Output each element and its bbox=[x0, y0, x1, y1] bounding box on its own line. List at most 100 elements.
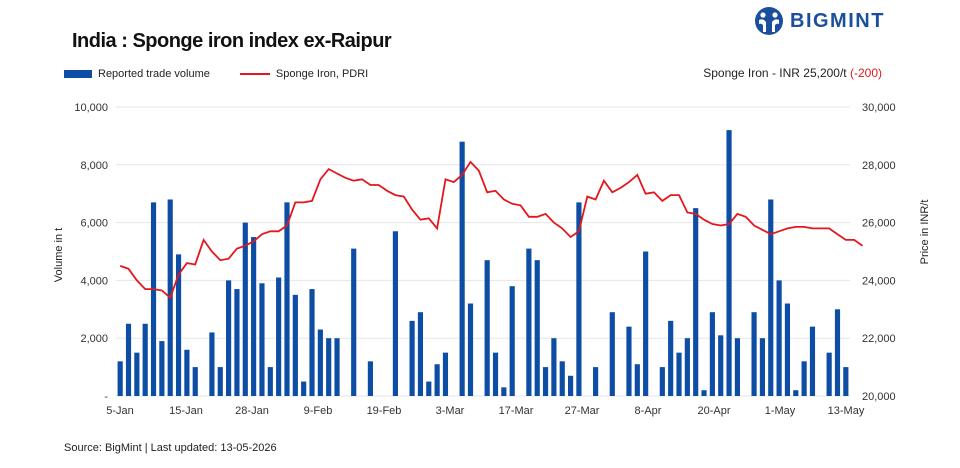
volume-bar bbox=[434, 364, 440, 396]
x-axis-ticks: 5-Jan 15-Jan 28-Jan 9-Feb 19-Feb 3-Mar 17-Mar 2… bbox=[106, 405, 865, 417]
y-axis-left-label: Volume in t bbox=[53, 228, 65, 282]
legend-label-price: Sponge Iron, PDRI bbox=[275, 68, 369, 80]
x-tick-label: 13-May bbox=[828, 405, 865, 417]
volume-bar bbox=[693, 208, 699, 396]
price-note-text: Sponge Iron - INR 25,200/t bbox=[703, 66, 850, 80]
x-tick-label: 15-Jan bbox=[169, 405, 203, 417]
volume-bar bbox=[751, 312, 757, 396]
price-line bbox=[119, 160, 864, 300]
y-right-tick-label: 28,000 bbox=[862, 160, 896, 172]
volume-bar bbox=[776, 280, 782, 396]
volume-bar bbox=[784, 303, 791, 396]
volume-bar bbox=[159, 341, 165, 396]
volume-bar bbox=[301, 381, 307, 396]
volume-bar bbox=[484, 260, 490, 396]
volume-bar bbox=[117, 361, 123, 396]
volume-bar bbox=[251, 237, 257, 396]
volume-bar bbox=[326, 338, 332, 396]
volume-bar bbox=[292, 294, 298, 396]
volume-bar bbox=[542, 367, 549, 396]
legend-item-price: Sponge Iron, PDRI bbox=[239, 68, 369, 80]
legend-swatch-volume bbox=[64, 70, 92, 78]
volume-bar bbox=[226, 280, 232, 396]
volume-bar bbox=[309, 289, 315, 396]
volume-bar bbox=[442, 352, 449, 396]
legend-swatch-price bbox=[239, 73, 270, 75]
volume-bars bbox=[117, 130, 849, 396]
volume-bar bbox=[426, 381, 432, 396]
volume-bar bbox=[417, 312, 424, 396]
volume-bar bbox=[334, 338, 340, 396]
y-axis-left-ticks: - 2,000 4,000 6,000 8,000 10,000 bbox=[74, 102, 108, 403]
volume-bar bbox=[726, 130, 732, 396]
y-axis-right-ticks: 20,000 22,000 24,000 26,000 28,000 30,000 bbox=[862, 102, 896, 403]
volume-bar bbox=[576, 202, 582, 396]
volume-bar bbox=[793, 390, 799, 396]
volume-bar bbox=[284, 202, 290, 396]
volume-bar bbox=[501, 387, 507, 396]
volume-bar bbox=[709, 312, 715, 396]
x-tick-label: 27-Mar bbox=[565, 405, 600, 417]
y-right-tick-label: 26,000 bbox=[862, 218, 896, 230]
volume-bar bbox=[668, 320, 674, 396]
volume-bar bbox=[593, 367, 599, 396]
volume-bar bbox=[643, 251, 649, 396]
volume-bar bbox=[659, 367, 665, 396]
volume-bar bbox=[626, 326, 632, 396]
y-left-tick-label: 2,000 bbox=[80, 333, 108, 345]
volume-bar bbox=[317, 329, 323, 396]
chart-plot: - 2,000 4,000 6,000 8,000 10,000 20,000 22,000… bbox=[53, 102, 931, 417]
y-right-tick-label: 30,000 bbox=[862, 102, 896, 114]
volume-bar bbox=[809, 326, 816, 396]
x-tick-label: 19-Feb bbox=[367, 405, 402, 417]
volume-bar bbox=[409, 320, 415, 396]
volume-bar bbox=[142, 323, 148, 396]
y-right-tick-label: 20,000 bbox=[862, 391, 896, 403]
volume-bar bbox=[492, 352, 499, 396]
volume-bar bbox=[125, 323, 132, 396]
y-left-tick-label: - bbox=[104, 391, 108, 403]
volume-bar bbox=[559, 361, 565, 396]
volume-bar bbox=[267, 367, 273, 396]
volume-bar bbox=[609, 312, 615, 396]
volume-bar bbox=[834, 309, 841, 396]
volume-bar bbox=[676, 352, 682, 396]
volume-bar bbox=[509, 286, 515, 396]
source-note: Source: BigMint | Last updated: 13-05-20… bbox=[64, 442, 277, 454]
chart-legend: Reported trade volume Sponge Iron, PDRI bbox=[64, 68, 398, 80]
legend-label-volume: Reported trade volume bbox=[98, 68, 210, 80]
volume-bar bbox=[551, 338, 557, 396]
volume-bar bbox=[459, 141, 465, 396]
price-change: (-200) bbox=[849, 66, 882, 80]
x-tick-label: 28-Jan bbox=[235, 405, 269, 417]
bigmint-logo-icon bbox=[755, 7, 783, 35]
y-right-tick-label: 24,000 bbox=[862, 275, 896, 287]
volume-bar bbox=[843, 367, 849, 396]
volume-bar bbox=[276, 277, 282, 396]
volume-bar bbox=[534, 260, 540, 396]
chart-title: India : Sponge iron index ex-Raipur bbox=[72, 30, 392, 52]
x-tick-label: 5-Jan bbox=[106, 405, 134, 417]
volume-bar bbox=[768, 199, 774, 396]
volume-bar bbox=[367, 361, 373, 396]
volume-bar bbox=[175, 254, 182, 396]
x-tick-label: 9-Feb bbox=[304, 405, 333, 417]
x-tick-label: 1-May bbox=[765, 405, 796, 417]
x-tick-label: 8-Apr bbox=[635, 405, 662, 417]
brand-name: BIGMINT bbox=[790, 9, 885, 32]
legend-item-volume: Reported trade volume bbox=[64, 68, 210, 80]
price-note: Sponge Iron - INR 25,200/t (-200) bbox=[703, 66, 882, 80]
volume-bar bbox=[567, 375, 574, 396]
y-left-tick-label: 6,000 bbox=[80, 218, 108, 230]
volume-bar bbox=[826, 352, 832, 396]
volume-bar bbox=[242, 222, 248, 396]
brand-logo: BIGMINT bbox=[754, 6, 885, 36]
volume-bar bbox=[467, 303, 474, 396]
volume-bar bbox=[392, 231, 399, 396]
y-left-tick-label: 8,000 bbox=[80, 160, 108, 172]
y-right-tick-label: 22,000 bbox=[862, 333, 896, 345]
volume-bar bbox=[209, 332, 215, 396]
volume-bar bbox=[801, 361, 807, 396]
volume-bar bbox=[150, 202, 157, 396]
volume-bar bbox=[259, 283, 265, 396]
